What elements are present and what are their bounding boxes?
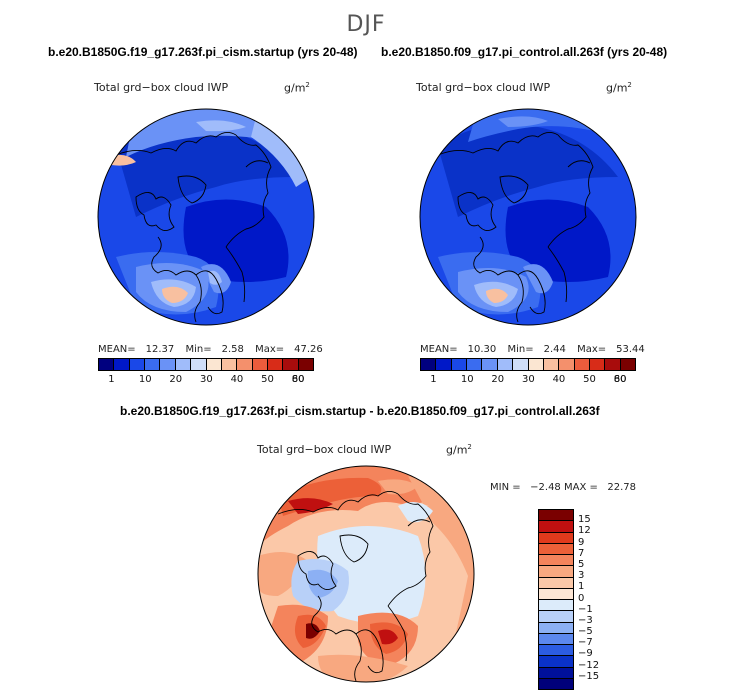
panel-1-variable: Total grd−box cloud IWP <box>94 81 229 94</box>
colorbar-tick-label: −7 <box>578 637 593 649</box>
colorbar-swatch <box>221 359 238 370</box>
colorbar-tick-label: −1 <box>578 603 593 615</box>
colorbar-swatch <box>191 359 207 370</box>
colorbar-swatch <box>482 359 498 370</box>
colorbar-tick-label: 80 <box>613 374 627 385</box>
colorbar-swatch <box>145 359 161 370</box>
colorbar-tick-label: −9 <box>578 648 593 660</box>
colorbar-tick-label: −5 <box>578 626 593 638</box>
colorbar-tick-label: 40 <box>552 374 566 385</box>
colorbar-swatch <box>539 656 573 668</box>
colorbar-swatch <box>539 577 573 589</box>
panel-1-unit: g/m2 <box>284 81 310 95</box>
colorbar-swatch <box>129 359 146 370</box>
colorbar-tick-label: 3 <box>578 570 585 582</box>
colorbar-swatch <box>252 359 268 370</box>
difference-colorbar <box>538 509 574 690</box>
colorbar-swatch <box>528 359 544 370</box>
colorbar-tick-label: 15 <box>578 514 591 526</box>
colorbar-tick-label: −3 <box>578 614 593 626</box>
difference-unit: g/m2 <box>446 443 472 457</box>
difference-title: b.e20.B1850G.f19_g17.263f.pi_cism.startu… <box>120 404 600 418</box>
colorbar-tick-label: 60 <box>613 374 627 385</box>
difference-polar-map <box>257 465 475 683</box>
colorbar-swatch <box>539 645 573 657</box>
colorbar-tick-label: −12 <box>578 659 600 671</box>
panel-2-colorbar-ticks: 1 10 20 30 40 50 60 80 <box>420 374 634 386</box>
colorbar-swatch <box>539 521 573 533</box>
colorbar-swatch <box>206 359 222 370</box>
panel-1-title: b.e20.B1850G.f19_g17.263f.pi_cism.startu… <box>48 45 358 59</box>
colorbar-swatch <box>539 611 573 623</box>
panel-1-colorbar <box>98 358 314 371</box>
colorbar-swatch <box>114 359 130 370</box>
colorbar-swatch <box>543 359 560 370</box>
colorbar-swatch <box>99 359 115 370</box>
colorbar-swatch <box>539 510 573 522</box>
colorbar-tick-label: 80 <box>291 374 305 385</box>
season-title: DJF <box>346 12 386 37</box>
colorbar-swatch <box>559 359 575 370</box>
colorbar-swatch <box>451 359 468 370</box>
colorbar-swatch <box>539 633 573 645</box>
colorbar-swatch <box>539 678 573 689</box>
colorbar-swatch <box>539 555 573 567</box>
colorbar-swatch <box>539 532 573 544</box>
colorbar-swatch <box>539 600 573 612</box>
colorbar-swatch <box>589 359 606 370</box>
colorbar-tick-label: 7 <box>578 547 585 559</box>
colorbar-tick-label: 12 <box>578 525 591 537</box>
colorbar-swatch <box>237 359 253 370</box>
colorbar-tick-label: 1 <box>578 581 585 593</box>
colorbar-tick-label: 1 <box>108 374 115 385</box>
colorbar-swatch <box>574 359 590 370</box>
colorbar-tick-label: 10 <box>138 374 152 385</box>
colorbar-tick-label: 1 <box>430 374 437 385</box>
colorbar-swatch <box>539 543 573 555</box>
colorbar-swatch <box>513 359 529 370</box>
colorbar-swatch <box>539 588 573 600</box>
colorbar-tick-label: 40 <box>230 374 244 385</box>
panel-1-polar-map <box>97 108 315 326</box>
colorbar-tick-label: 20 <box>169 374 183 385</box>
panel-1-stats: MEAN= 12.37 Min= 2.58 Max= 47.26 <box>98 344 323 355</box>
panel-2-polar-map <box>419 108 637 326</box>
colorbar-swatch <box>175 359 192 370</box>
colorbar-swatch <box>539 667 573 679</box>
colorbar-swatch <box>421 359 437 370</box>
colorbar-tick-label: 30 <box>200 374 213 385</box>
colorbar-swatch <box>539 622 573 634</box>
colorbar-tick-label: 50 <box>583 374 596 385</box>
colorbar-tick-label: 50 <box>261 374 274 385</box>
colorbar-tick-label: 30 <box>522 374 535 385</box>
panel-2-unit: g/m2 <box>606 81 632 95</box>
colorbar-swatch <box>605 359 621 370</box>
colorbar-swatch <box>298 359 314 370</box>
colorbar-tick-label: 20 <box>491 374 505 385</box>
panel-2-title: b.e20.B1850.f09_g17.pi_control.all.263f … <box>381 45 668 59</box>
colorbar-tick-label: 5 <box>578 558 585 570</box>
colorbar-swatch <box>160 359 176 370</box>
panel-2-variable: Total grd−box cloud IWP <box>416 81 551 94</box>
difference-colorbar-ticks: 15 12 9 7 5 3 1 0 −1 −3 −5 −7 −9 −12 −15 <box>578 509 608 688</box>
colorbar-swatch <box>620 359 636 370</box>
panel-2-colorbar <box>420 358 636 371</box>
colorbar-tick-label: 60 <box>291 374 305 385</box>
colorbar-swatch <box>267 359 284 370</box>
difference-minmax: MIN = −2.48 MAX = 22.78 <box>490 482 637 493</box>
colorbar-swatch <box>283 359 299 370</box>
colorbar-swatch <box>497 359 514 370</box>
panel-1-colorbar-ticks: 1 10 20 30 40 50 60 80 <box>98 374 312 386</box>
colorbar-swatch <box>467 359 483 370</box>
colorbar-tick-label: 9 <box>578 536 585 548</box>
colorbar-tick-label: −15 <box>578 670 600 682</box>
difference-variable: Total grd−box cloud IWP <box>257 443 392 456</box>
colorbar-swatch <box>436 359 452 370</box>
colorbar-tick-label: 10 <box>460 374 474 385</box>
panel-2-stats: MEAN= 10.30 Min= 2.44 Max= 53.44 <box>420 344 645 355</box>
colorbar-tick-label: 0 <box>578 592 585 604</box>
colorbar-swatch <box>539 566 573 578</box>
